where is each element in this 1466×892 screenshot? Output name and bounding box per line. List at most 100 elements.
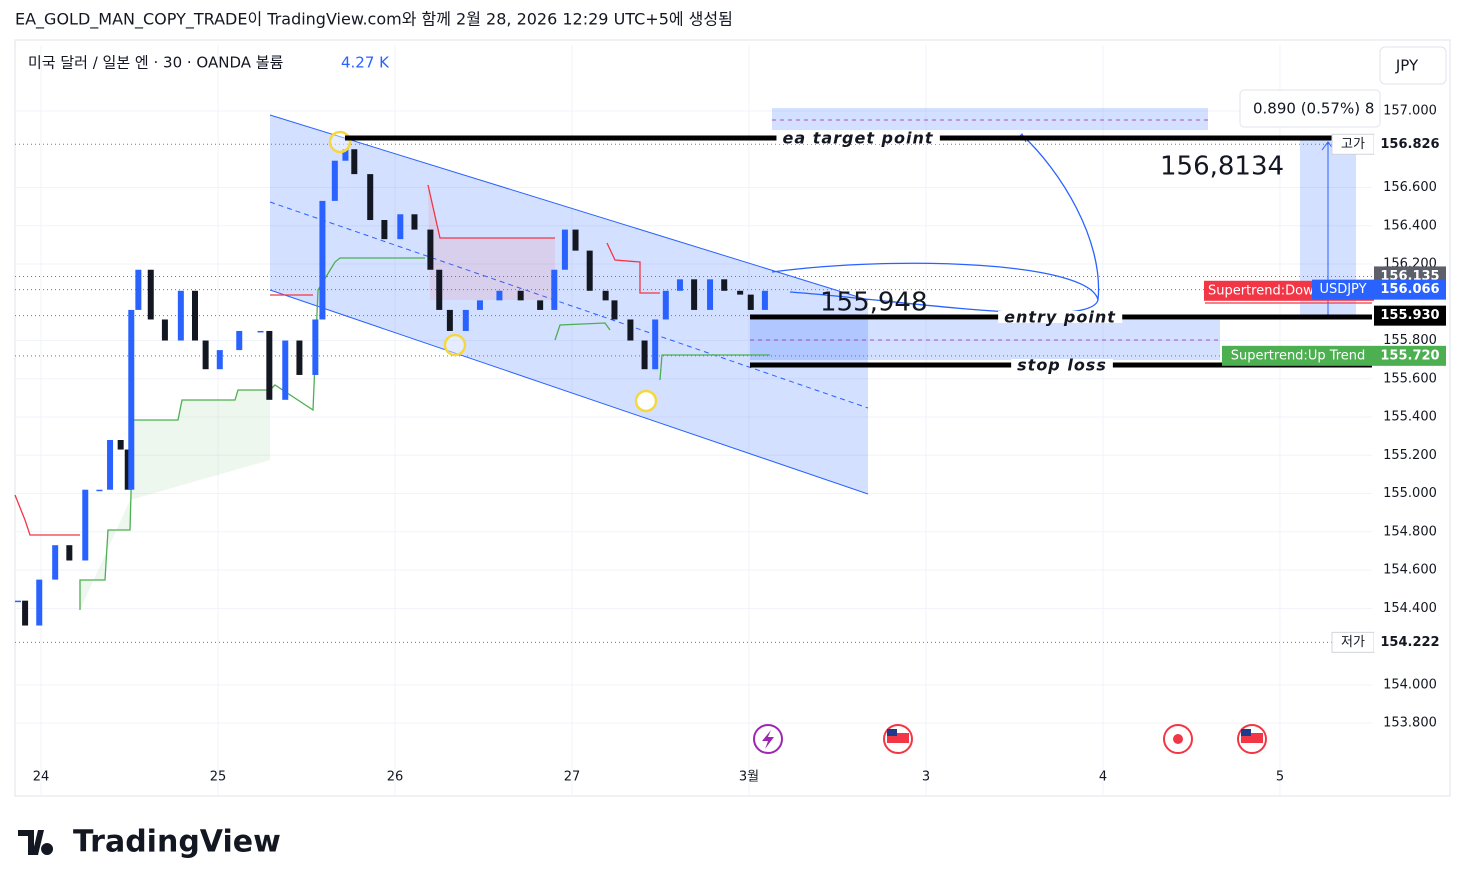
candle [117, 439, 124, 450]
candle [611, 300, 618, 320]
level-label-bg [776, 131, 940, 144]
candle [761, 290, 768, 310]
candle [496, 290, 503, 301]
x-tick-label: 3월 [739, 770, 759, 785]
flag-canton [887, 729, 897, 736]
candle [177, 290, 184, 341]
candle [367, 174, 374, 221]
pivot-circle [328, 130, 352, 154]
price-tag [1374, 279, 1446, 300]
grid [15, 45, 1372, 795]
candle [266, 330, 273, 400]
y-tick-label: 157.000 [1383, 103, 1437, 118]
candle [427, 229, 434, 270]
pivot-circle [634, 389, 658, 413]
candle [319, 200, 326, 320]
price-tag [1374, 632, 1446, 653]
symbol-info: 미국 달러 / 일본 엔 · 30 · OANDA 볼륨 [28, 54, 284, 72]
tag-note: 저가 [1341, 635, 1365, 650]
y-tick-label: 155.000 [1383, 486, 1437, 501]
candle [36, 579, 43, 626]
x-tick-label: 25 [210, 770, 227, 785]
curve-arrow [771, 134, 1100, 314]
level-label-bg [998, 310, 1123, 323]
currency-button[interactable] [1379, 46, 1447, 85]
price-note: 156,8134 [1160, 152, 1284, 182]
candle [342, 149, 349, 161]
channel-mid [269, 201, 869, 409]
price-tag [1374, 305, 1446, 326]
y-tick-label: 154.400 [1383, 601, 1437, 616]
candle [216, 350, 223, 370]
candle [561, 229, 568, 270]
candle [476, 300, 483, 310]
candle [737, 290, 744, 295]
event-icon-bolt [762, 730, 774, 749]
candle [747, 294, 754, 310]
logo-mark [18, 830, 54, 855]
y-tick-label: 156.400 [1383, 218, 1437, 233]
tag-note: 고가 [1341, 137, 1365, 152]
price-tag-label: 154.222 [1380, 635, 1439, 650]
y-tick-label: 155.800 [1383, 333, 1437, 348]
candle [96, 489, 103, 492]
header-title: EA_GOLD_MAN_COPY_TRADE이 TradingView.com와… [15, 10, 733, 30]
pivot-circle [443, 333, 467, 357]
candle [124, 449, 131, 490]
brand: TradingView [73, 825, 281, 860]
level-label-bg [1011, 359, 1113, 372]
series-tag [1312, 279, 1374, 300]
flag-canton [1241, 729, 1251, 736]
x-tick-label: 4 [1099, 770, 1107, 785]
candle [537, 300, 544, 310]
candle [192, 290, 199, 341]
candle [652, 319, 659, 370]
candle [82, 489, 89, 561]
candle [627, 319, 634, 341]
y-tick-label: 155.400 [1383, 410, 1437, 425]
overlay: 153.800 154.000 154.400 154.600 154.800 155.0… [33, 103, 1446, 785]
candle [707, 279, 714, 310]
candle [135, 269, 142, 310]
level-label: ea target point [782, 128, 933, 147]
candle [312, 319, 319, 375]
candle [52, 545, 59, 580]
tag-note-bg [1222, 345, 1374, 366]
candle [296, 340, 303, 375]
supertrend-up [554, 322, 611, 341]
candle [66, 545, 73, 561]
candle [641, 340, 648, 370]
candle [721, 279, 728, 291]
candle [691, 279, 698, 310]
measure-text: 0.890 (0.57%) 8 [1253, 100, 1374, 118]
price-tag [1374, 134, 1446, 155]
event-icons [753, 724, 1267, 754]
series-name: USDJPY [1319, 282, 1366, 297]
candle [351, 149, 358, 175]
candle [202, 340, 209, 370]
candle [602, 290, 609, 301]
candle [282, 340, 289, 400]
channel-bottom [269, 289, 869, 495]
x-tick-label: 5 [1276, 770, 1284, 785]
candle [446, 309, 453, 331]
candle [517, 290, 524, 301]
candle [551, 269, 558, 310]
y-tick-label: 156.600 [1383, 180, 1437, 195]
candle [15, 600, 22, 603]
price-tag-label: 156.826 [1380, 137, 1439, 152]
channel-top [269, 114, 869, 301]
y-tick-label: 155.200 [1383, 448, 1437, 463]
price-tag [1374, 345, 1446, 366]
price-tag-label: 156.066 [1380, 282, 1439, 297]
measure-tooltip [1239, 89, 1381, 128]
flag-stripes [887, 733, 909, 743]
event-dot [1173, 734, 1183, 744]
candle [331, 160, 338, 201]
candle [676, 279, 683, 291]
supertrend-fill [80, 390, 270, 610]
candle [128, 309, 135, 490]
supertrend-up [659, 354, 770, 381]
indicator-label: Supertrend:Dow [1208, 283, 1314, 298]
